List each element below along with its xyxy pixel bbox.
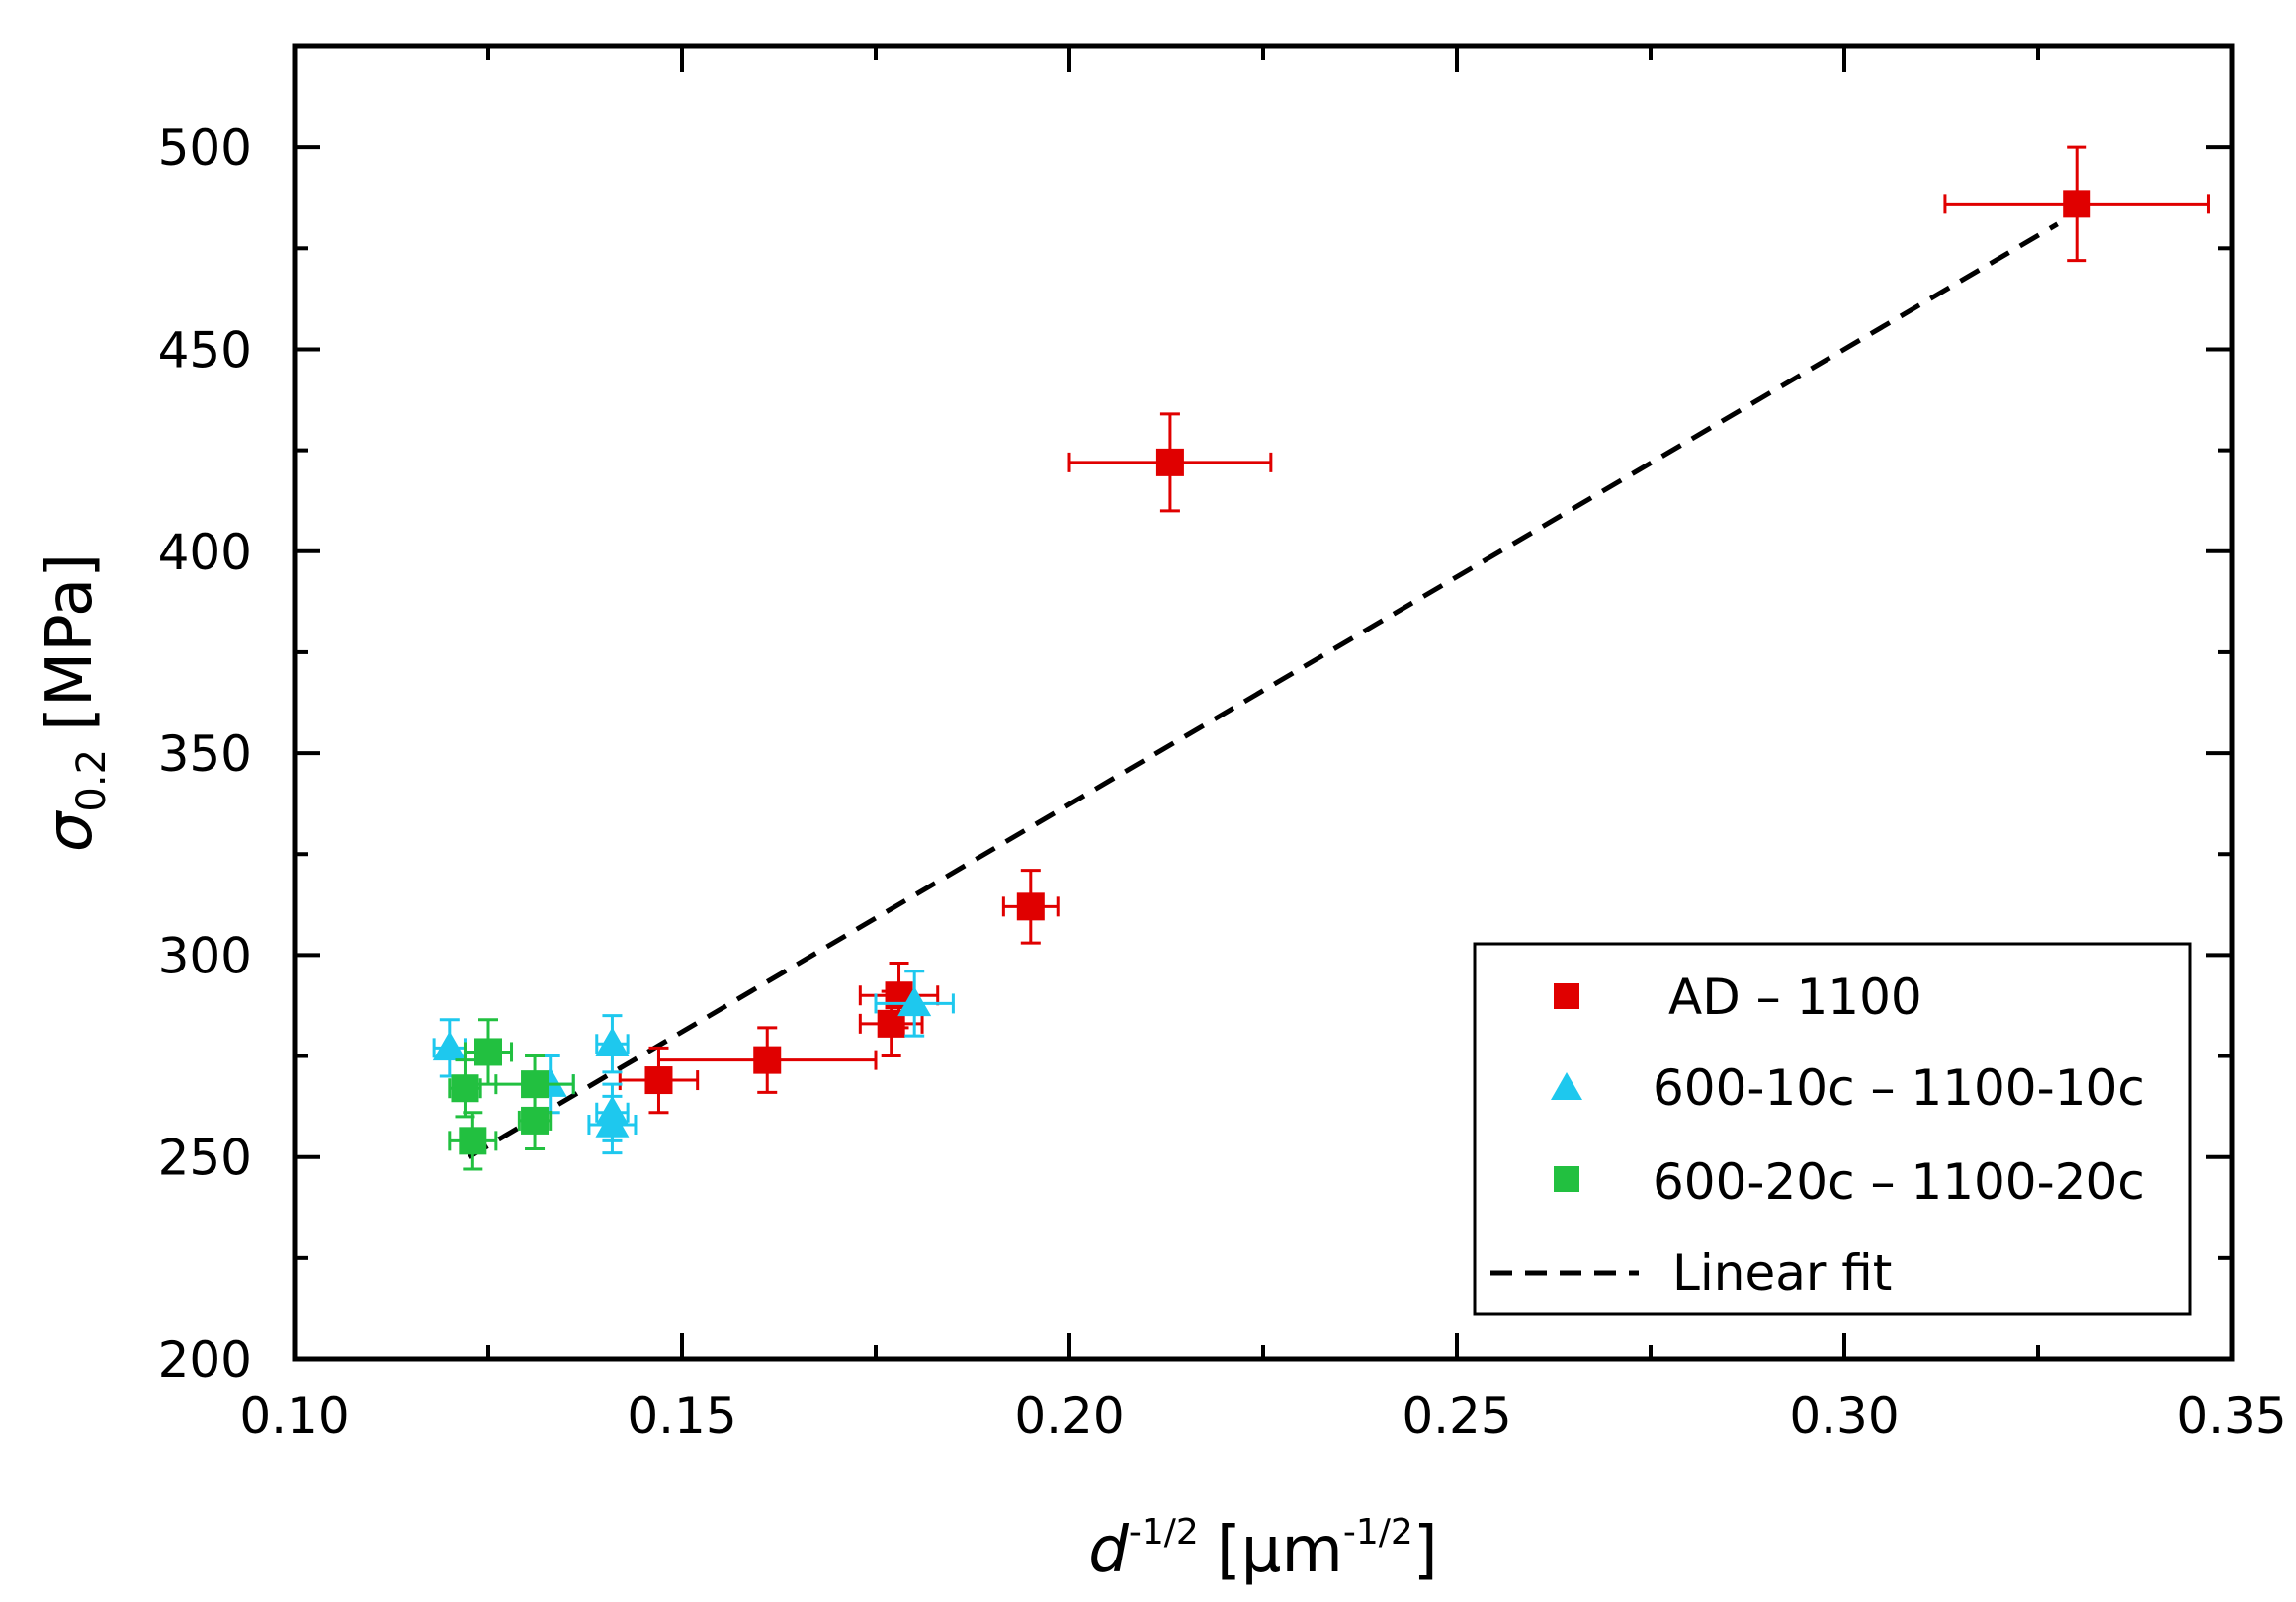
y-tick-label: 400 (158, 524, 252, 581)
legend-label-600-10c: 600-10c – 1100-10c (1653, 1059, 2145, 1117)
y-tick-label: 300 (158, 927, 252, 984)
y-axis-unit: [MPa] (34, 553, 107, 731)
data-point-square (474, 1038, 502, 1066)
y-axis: 200 250 300 350 400 450 500 (158, 120, 2232, 1389)
x-axis-unit-superscript: -1/2 (1343, 1512, 1413, 1553)
x-axis-title: d-1/2 [µm-1/2] (1088, 1512, 1438, 1587)
y-axis-symbol: σ (34, 809, 107, 852)
data-point-square (451, 1074, 479, 1103)
legend-marker-600-10c (1551, 1072, 1582, 1100)
x-axis-symbol: d (1088, 1514, 1129, 1587)
data-points-layer (432, 145, 2210, 1171)
y-tick-label: 450 (158, 321, 252, 379)
linear-fit-line (468, 221, 2059, 1159)
x-tick-label: 0.10 (239, 1388, 349, 1445)
data-point-square (1016, 892, 1045, 921)
data-point-triangle (595, 1027, 630, 1057)
data-point-triangle (432, 1031, 467, 1061)
legend-label-ad-1100: AD – 1100 (1668, 969, 1922, 1026)
x-tick-label: 0.25 (1402, 1388, 1511, 1445)
x-tick-label: 0.30 (1789, 1388, 1899, 1445)
legend-box (1473, 942, 2192, 1316)
x-axis-unit-close: ] (1413, 1514, 1438, 1587)
data-point-square (2063, 190, 2091, 218)
y-tick-label: 350 (158, 725, 252, 783)
x-axis-unit-open: [µm (1217, 1514, 1343, 1587)
legend-marker-ad-1100 (1554, 983, 1579, 1009)
y-axis-subscript: 0.2 (69, 749, 115, 812)
data-point-triangle (897, 986, 932, 1017)
series-600-20c-1100-20c (448, 1018, 575, 1171)
legend-entry-ad-1100: AD – 1100 (1554, 969, 1922, 1026)
y-axis-title: σ0.2 [MPa] (34, 553, 115, 852)
data-point-square (644, 1066, 673, 1095)
data-point-square (521, 1106, 550, 1135)
linear-fit-layer (468, 221, 2059, 1159)
x-tick-label: 0.35 (2176, 1388, 2286, 1445)
data-point-square (753, 1046, 782, 1074)
y-tick-label: 250 (158, 1130, 252, 1187)
legend-entry-linear-fit: Linear fit (1490, 1244, 1892, 1302)
x-tick-label: 0.15 (627, 1388, 736, 1445)
x-axis: 0.10 0.15 0.20 0.25 0.30 0.35 (239, 46, 2287, 1445)
legend-label-600-20c: 600-20c – 1100-20c (1653, 1153, 2145, 1211)
x-axis-superscript: -1/2 (1129, 1512, 1199, 1553)
series-600-10c-1100-10c (432, 970, 955, 1155)
y-tick-label: 500 (158, 120, 252, 177)
legend-entry-600-20c: 600-20c – 1100-20c (1554, 1153, 2145, 1211)
y-tick-label: 200 (158, 1331, 252, 1389)
legend-entry-600-10c: 600-10c – 1100-10c (1551, 1059, 2145, 1117)
svg-text:σ0.2[MPa]: σ0.2 [MPa] (34, 553, 115, 852)
data-point-triangle (595, 1095, 630, 1126)
legend: AD – 1100 600-10c – 1100-10c 600-20c – 1… (1473, 942, 2192, 1316)
svg-text:d-1/2[µm-1/2]: d-1/2 [µm-1/2] (1088, 1512, 1438, 1587)
legend-label-linear-fit: Linear fit (1672, 1244, 1892, 1302)
data-point-square (1155, 448, 1184, 476)
legend-marker-600-20c (1554, 1166, 1579, 1192)
data-point-square (459, 1127, 487, 1155)
series-ad-1100 (618, 145, 2210, 1115)
x-tick-label: 0.20 (1014, 1388, 1124, 1445)
